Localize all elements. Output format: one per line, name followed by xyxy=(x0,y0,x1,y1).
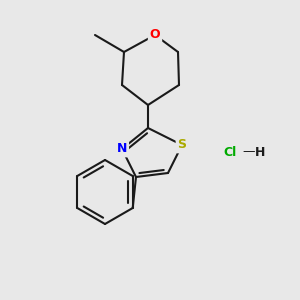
Text: H: H xyxy=(255,146,265,158)
Text: S: S xyxy=(178,139,187,152)
Text: O: O xyxy=(150,28,160,41)
Text: —: — xyxy=(243,146,255,158)
Text: N: N xyxy=(117,142,127,155)
Text: Cl: Cl xyxy=(224,146,237,158)
